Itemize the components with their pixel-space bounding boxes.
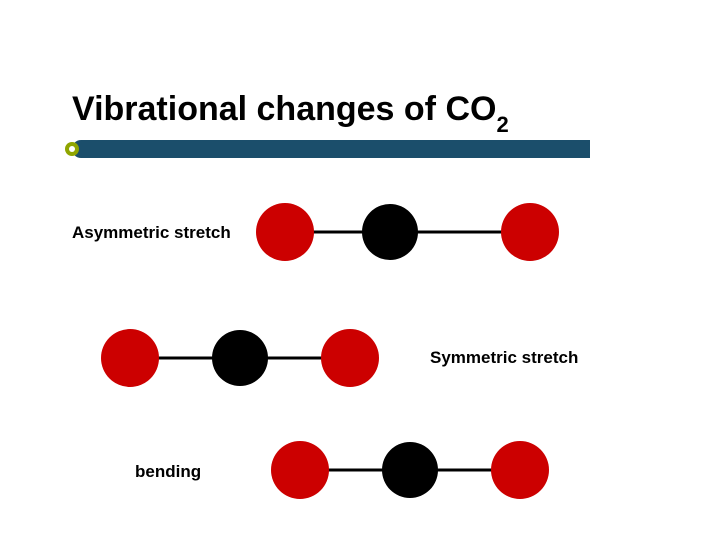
atom-carbon — [212, 330, 268, 386]
title-underline — [72, 140, 590, 158]
atom-oxygen — [321, 329, 379, 387]
atom-oxygen — [491, 441, 549, 499]
label-symmetric-stretch: Symmetric stretch — [430, 348, 578, 368]
atom-oxygen — [501, 203, 559, 261]
page-title: Vibrational changes of CO2 — [72, 90, 509, 134]
label-bending: bending — [135, 462, 201, 482]
label-asymmetric-stretch: Asymmetric stretch — [72, 223, 231, 243]
atom-carbon — [382, 442, 438, 498]
title-subscript: 2 — [496, 112, 508, 137]
atom-oxygen — [101, 329, 159, 387]
title-text: Vibrational changes of CO — [72, 90, 496, 128]
atom-oxygen — [271, 441, 329, 499]
slide: Vibrational changes of CO2 Asymmetric st… — [0, 0, 720, 540]
atom-oxygen — [256, 203, 314, 261]
atom-carbon — [362, 204, 418, 260]
title-bullet-inner-icon — [69, 146, 75, 152]
